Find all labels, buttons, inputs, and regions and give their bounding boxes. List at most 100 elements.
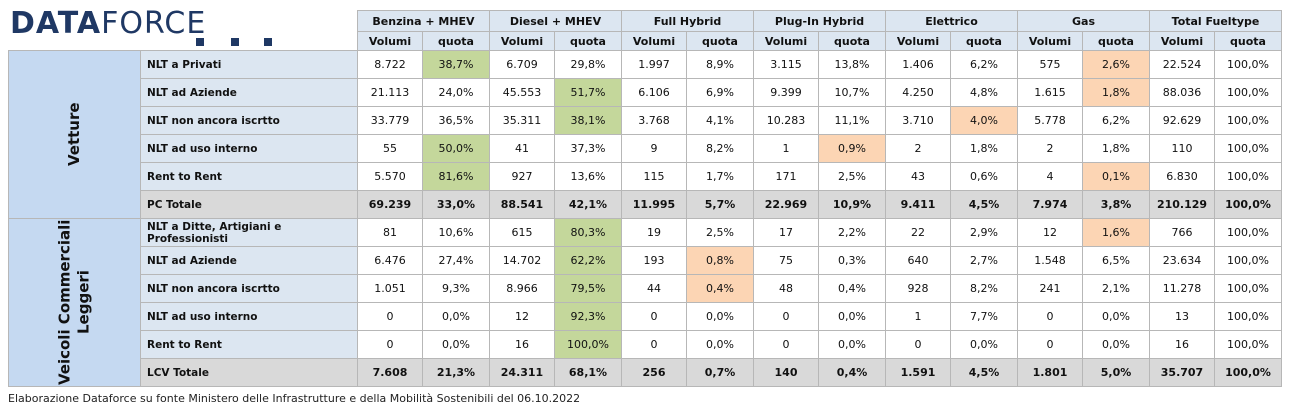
- data-cell: 0,0%: [1082, 330, 1150, 359]
- logo-square: [231, 38, 239, 46]
- data-cell: 100,0%: [1214, 106, 1282, 135]
- data-cell: 50,0%: [422, 134, 490, 163]
- data-cell: 1.615: [1017, 78, 1083, 107]
- data-cell: 1,8%: [1082, 78, 1150, 107]
- data-cell: 2: [1017, 134, 1083, 163]
- data-cell: 79,5%: [554, 274, 622, 303]
- data-cell: 88.541: [489, 190, 555, 219]
- data-cell: 7.608: [357, 358, 423, 387]
- row-label: NLT ad uso interno: [140, 134, 358, 163]
- data-cell: 6,5%: [1082, 246, 1150, 275]
- data-cell: 0,8%: [686, 246, 754, 275]
- sub-header: Volumi: [753, 31, 819, 51]
- data-cell: 21.113: [357, 78, 423, 107]
- data-cell: 92,3%: [554, 302, 622, 331]
- data-cell: 241: [1017, 274, 1083, 303]
- data-cell: 7,7%: [950, 302, 1018, 331]
- data-cell: 0: [621, 302, 687, 331]
- data-cell: 8.966: [489, 274, 555, 303]
- data-cell: 35.707: [1149, 358, 1215, 387]
- group-header: Gas: [1017, 10, 1150, 32]
- logo-light: FORCE: [101, 6, 207, 41]
- data-cell: 0: [621, 330, 687, 359]
- row-label: NLT a Privati: [140, 50, 358, 79]
- data-cell: 1.051: [357, 274, 423, 303]
- data-cell: 29,8%: [554, 50, 622, 79]
- data-cell: 1,8%: [950, 134, 1018, 163]
- data-cell: 1,6%: [1082, 218, 1150, 247]
- data-cell: 8.722: [357, 50, 423, 79]
- data-cell: 3.710: [885, 106, 951, 135]
- row-label: PC Totale: [140, 190, 358, 219]
- data-cell: 1.548: [1017, 246, 1083, 275]
- data-cell: 68,1%: [554, 358, 622, 387]
- data-cell: 38,7%: [422, 50, 490, 79]
- data-cell: 51,7%: [554, 78, 622, 107]
- data-cell: 4,8%: [950, 78, 1018, 107]
- data-cell: 0,0%: [950, 330, 1018, 359]
- data-cell: 27,4%: [422, 246, 490, 275]
- data-cell: 10.283: [753, 106, 819, 135]
- data-cell: 2,6%: [1082, 50, 1150, 79]
- data-cell: 100,0%: [1214, 50, 1282, 79]
- data-cell: 42,1%: [554, 190, 622, 219]
- data-cell: 33.779: [357, 106, 423, 135]
- data-cell: 19: [621, 218, 687, 247]
- data-cell: 92.629: [1149, 106, 1215, 135]
- data-cell: 0,0%: [686, 330, 754, 359]
- data-cell: 0,0%: [686, 302, 754, 331]
- data-cell: 17: [753, 218, 819, 247]
- data-cell: 0,0%: [422, 302, 490, 331]
- data-cell: 100,0%: [1214, 358, 1282, 387]
- data-cell: 69.239: [357, 190, 423, 219]
- data-cell: 4,1%: [686, 106, 754, 135]
- data-cell: 0,0%: [422, 330, 490, 359]
- data-cell: 0: [885, 330, 951, 359]
- data-cell: 5,0%: [1082, 358, 1150, 387]
- section-label: Vetture: [8, 50, 141, 219]
- data-cell: 2,1%: [1082, 274, 1150, 303]
- logo-square: [264, 38, 272, 46]
- data-cell: 171: [753, 162, 819, 191]
- data-cell: 927: [489, 162, 555, 191]
- section-label-line: Veicoli Commerciali: [55, 219, 74, 386]
- data-cell: 1.801: [1017, 358, 1083, 387]
- data-cell: 100,0%: [554, 330, 622, 359]
- data-cell: 0: [1017, 302, 1083, 331]
- data-cell: 4: [1017, 162, 1083, 191]
- data-cell: 0,9%: [818, 134, 886, 163]
- data-cell: 0,0%: [818, 302, 886, 331]
- data-cell: 24,0%: [422, 78, 490, 107]
- data-cell: 11.278: [1149, 274, 1215, 303]
- row-label: NLT non ancora iscrtto: [140, 274, 358, 303]
- sub-header: Volumi: [621, 31, 687, 51]
- row-label: Rent to Rent: [140, 330, 358, 359]
- data-cell: 16: [1149, 330, 1215, 359]
- data-cell: 37,3%: [554, 134, 622, 163]
- section-label: Veicoli Commerciali Leggeri: [8, 218, 141, 387]
- data-cell: 6,2%: [950, 50, 1018, 79]
- data-cell: 62,2%: [554, 246, 622, 275]
- data-cell: 0,0%: [1082, 302, 1150, 331]
- data-cell: 2,9%: [950, 218, 1018, 247]
- data-cell: 55: [357, 134, 423, 163]
- data-cell: 16: [489, 330, 555, 359]
- data-cell: 2,7%: [950, 246, 1018, 275]
- data-cell: 0,7%: [686, 358, 754, 387]
- sub-header: Volumi: [885, 31, 951, 51]
- data-cell: 0: [753, 330, 819, 359]
- data-cell: 11,1%: [818, 106, 886, 135]
- data-cell: 10,9%: [818, 190, 886, 219]
- data-cell: 100,0%: [1214, 274, 1282, 303]
- data-cell: 9,3%: [422, 274, 490, 303]
- row-label: Rent to Rent: [140, 162, 358, 191]
- data-cell: 3.768: [621, 106, 687, 135]
- footer: Elaborazione Dataforce su fonte Minister…: [8, 392, 581, 405]
- data-cell: 140: [753, 358, 819, 387]
- sub-header: Volumi: [1017, 31, 1083, 51]
- data-cell: 22: [885, 218, 951, 247]
- data-cell: 766: [1149, 218, 1215, 247]
- data-cell: 2: [885, 134, 951, 163]
- data-cell: 7.974: [1017, 190, 1083, 219]
- data-cell: 100,0%: [1214, 162, 1282, 191]
